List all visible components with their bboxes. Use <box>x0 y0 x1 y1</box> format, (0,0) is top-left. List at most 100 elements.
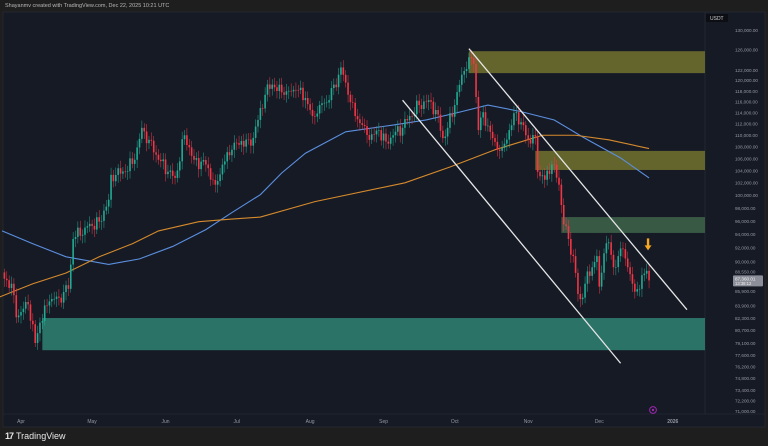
candle-body <box>290 90 292 92</box>
candle <box>508 123 511 148</box>
candle-body <box>162 159 164 162</box>
candle <box>468 52 470 73</box>
candle <box>641 267 643 298</box>
candle-body <box>567 226 570 239</box>
candle <box>506 132 508 152</box>
currency-badge[interactable] <box>706 14 728 22</box>
candle-body <box>3 272 6 279</box>
candle-body <box>397 126 399 132</box>
candle-body <box>385 133 387 142</box>
price-axis[interactable]: USDT 130,000.00 126,000.00 122,000.00 120,0… <box>706 14 763 414</box>
candle-body <box>261 108 264 109</box>
price-tick-label: 80,700.00 <box>735 328 756 333</box>
candle <box>238 135 240 149</box>
candle-body <box>570 238 572 255</box>
candle-body <box>13 283 15 296</box>
candle <box>224 154 226 173</box>
candle-body <box>477 96 480 131</box>
candle <box>565 217 567 231</box>
candle-body <box>129 158 131 172</box>
candle <box>261 104 264 116</box>
candle <box>24 296 27 314</box>
candle <box>577 268 579 302</box>
candle-body <box>96 217 98 230</box>
time-tick-label: Nov <box>524 419 533 425</box>
candle-body <box>48 301 51 306</box>
candle <box>247 133 250 145</box>
candle-body <box>53 298 55 300</box>
candle <box>245 133 247 153</box>
candle-body <box>254 126 257 138</box>
price-chart[interactable]: USDT 130,000.00 126,000.00 122,000.00 120,0… <box>0 0 768 428</box>
candle-body <box>442 130 444 139</box>
candle-body <box>276 87 278 91</box>
candle <box>484 106 487 132</box>
candle <box>79 220 82 241</box>
arrow-head <box>644 245 652 251</box>
event-icon-ring <box>649 406 657 414</box>
price-tick-label: 96,000.00 <box>735 219 756 224</box>
candle-body <box>32 320 34 325</box>
candle-body <box>29 304 32 321</box>
candle-body <box>195 158 198 160</box>
candle-body <box>603 253 605 273</box>
candle-body <box>415 100 418 115</box>
candle-body <box>596 256 598 263</box>
last-price-badge <box>733 275 763 287</box>
candle-body <box>607 242 610 244</box>
candle <box>489 121 492 140</box>
candle <box>216 174 219 193</box>
candle <box>479 111 482 138</box>
candle <box>494 134 496 147</box>
candle-body <box>536 136 539 172</box>
candle <box>449 106 451 134</box>
candle <box>228 144 231 160</box>
candle <box>51 293 53 308</box>
candle <box>356 108 359 128</box>
candle-body <box>349 94 352 103</box>
candle <box>143 123 146 139</box>
tradingview-logo-icon: 17 <box>5 431 14 441</box>
candle-body <box>271 84 274 89</box>
candle-body <box>515 112 518 114</box>
candle-body <box>363 125 366 127</box>
candle-body <box>382 133 385 141</box>
candle-body <box>304 97 307 101</box>
annotations-layer <box>644 238 657 414</box>
candle-body <box>309 104 311 110</box>
price-tick-label: 104,000.00 <box>735 168 758 173</box>
tradingview-logo[interactable]: 17 TradingView <box>5 431 66 441</box>
candle-body <box>468 57 470 69</box>
candle-body <box>280 84 283 93</box>
candle <box>235 138 238 151</box>
price-tick-label: 79,100.00 <box>735 341 756 346</box>
candle-body <box>565 224 567 227</box>
candle-body <box>60 297 63 303</box>
candle <box>423 95 425 114</box>
candle <box>271 79 274 96</box>
zones-layer <box>42 51 705 351</box>
candle-body <box>283 92 285 95</box>
price-tick-label: 120,000.00 <box>735 78 758 83</box>
candle-body <box>581 297 584 300</box>
candle <box>385 128 387 150</box>
candle <box>359 113 361 131</box>
price-tick-label: 90,000.00 <box>735 259 756 264</box>
time-axis[interactable]: Apr May Jun Jul Aug Sep Oct Nov Dec 2026 <box>17 419 678 425</box>
price-tick-label: 122,000.00 <box>735 68 758 73</box>
candle <box>231 145 233 162</box>
candle <box>207 157 210 177</box>
candle-body <box>219 174 221 182</box>
candle-body <box>221 164 224 175</box>
candle <box>160 153 162 168</box>
candle <box>361 116 364 130</box>
candle <box>278 78 281 100</box>
candle-body <box>81 234 84 236</box>
moving-averages-layer <box>0 104 650 298</box>
candle <box>378 122 380 137</box>
candle-body <box>24 301 27 309</box>
candle <box>510 119 513 137</box>
candle-body <box>17 315 20 318</box>
candle <box>586 266 589 292</box>
candle <box>32 313 34 332</box>
